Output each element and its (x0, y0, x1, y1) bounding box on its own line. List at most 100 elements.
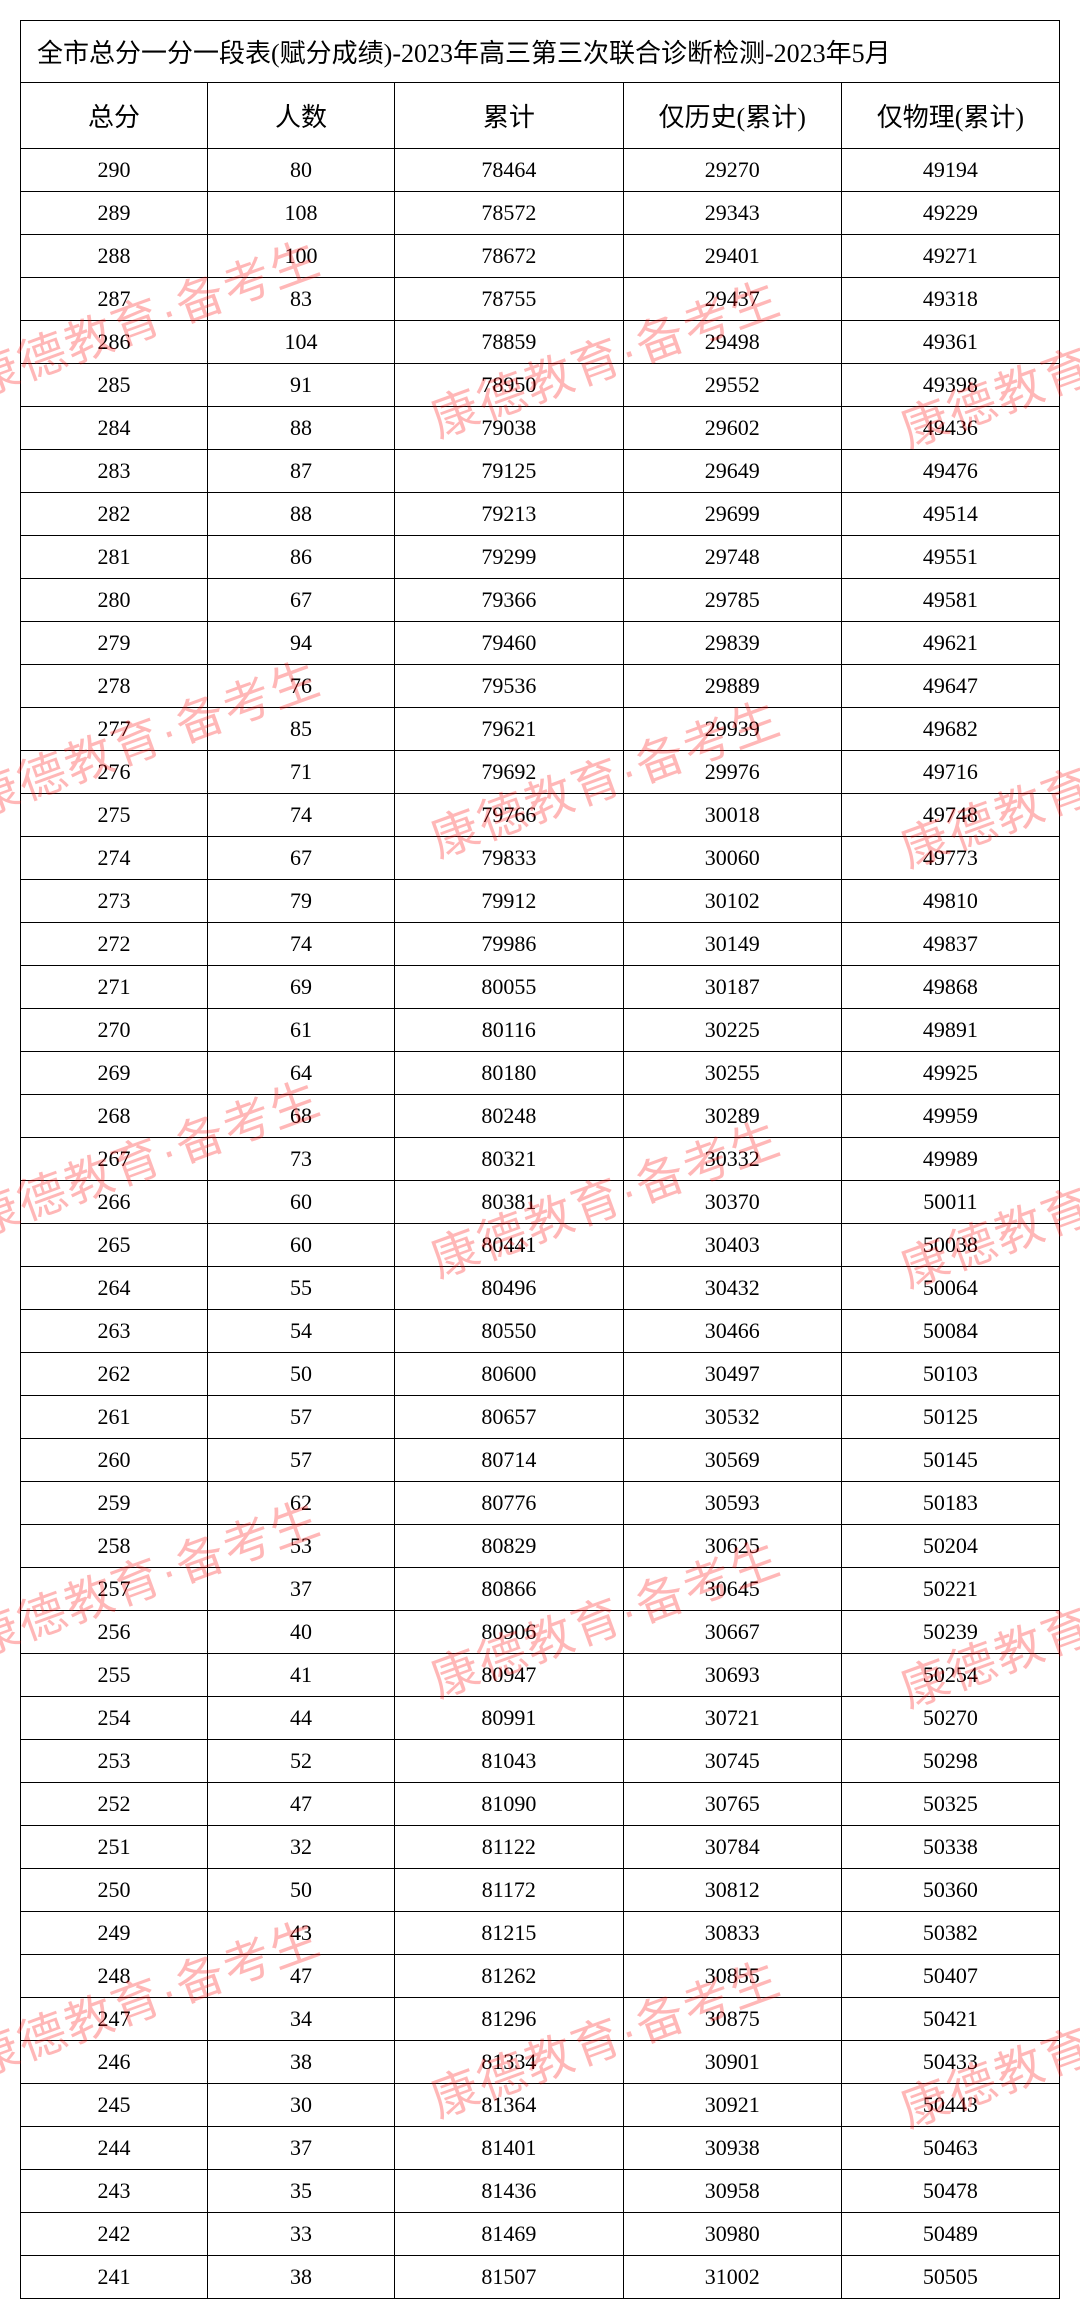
table-title: 全市总分一分一段表(赋分成绩)-2023年高三第三次联合诊断检测-2023年5月 (21, 21, 1060, 83)
table-cell: 30901 (623, 2041, 841, 2084)
table-cell: 91 (208, 364, 395, 407)
table-cell: 258 (21, 1525, 208, 1568)
table-cell: 265 (21, 1224, 208, 1267)
table-cell: 49716 (841, 751, 1059, 794)
table-cell: 283 (21, 450, 208, 493)
table-cell: 257 (21, 1568, 208, 1611)
table-cell: 81172 (395, 1869, 624, 1912)
table-cell: 30370 (623, 1181, 841, 1224)
table-cell: 49748 (841, 794, 1059, 837)
table-cell: 271 (21, 966, 208, 1009)
table-cell: 29270 (623, 149, 841, 192)
table-cell: 29437 (623, 278, 841, 321)
table-cell: 81090 (395, 1783, 624, 1826)
table-cell: 81043 (395, 1740, 624, 1783)
table-cell: 289 (21, 192, 208, 235)
table-cell: 290 (21, 149, 208, 192)
table-cell: 244 (21, 2127, 208, 2170)
table-row: 27994794602983949621 (21, 622, 1060, 665)
table-cell: 30980 (623, 2213, 841, 2256)
table-cell: 80116 (395, 1009, 624, 1052)
table-row: 26455804963043250064 (21, 1267, 1060, 1310)
table-cell: 80055 (395, 966, 624, 1009)
table-cell: 50 (208, 1869, 395, 1912)
table-cell: 50421 (841, 1998, 1059, 2041)
table-cell: 47 (208, 1783, 395, 1826)
table-row: 24638813343090150433 (21, 2041, 1060, 2084)
table-cell: 30745 (623, 1740, 841, 1783)
table-cell: 57 (208, 1439, 395, 1482)
table-row: 27785796212993949682 (21, 708, 1060, 751)
table-cell: 71 (208, 751, 395, 794)
table-cell: 29785 (623, 579, 841, 622)
table-cell: 60 (208, 1224, 395, 1267)
table-cell: 275 (21, 794, 208, 837)
table-cell: 29498 (623, 321, 841, 364)
table-cell: 30466 (623, 1310, 841, 1353)
table-cell: 81401 (395, 2127, 624, 2170)
table-cell: 30938 (623, 2127, 841, 2170)
table-row: 27274799863014949837 (21, 923, 1060, 966)
table-cell: 81122 (395, 1826, 624, 1869)
table-cell: 251 (21, 1826, 208, 1869)
table-cell: 88 (208, 407, 395, 450)
table-row: 24335814363095850478 (21, 2170, 1060, 2213)
table-cell: 30693 (623, 1654, 841, 1697)
table-cell: 79621 (395, 708, 624, 751)
table-cell: 288 (21, 235, 208, 278)
table-cell: 52 (208, 1740, 395, 1783)
table-cell: 78950 (395, 364, 624, 407)
table-cell: 80714 (395, 1439, 624, 1482)
table-row: 27061801163022549891 (21, 1009, 1060, 1052)
table-row: 28387791252964949476 (21, 450, 1060, 493)
table-cell: 287 (21, 278, 208, 321)
table-cell: 81262 (395, 1955, 624, 1998)
table-cell: 247 (21, 1998, 208, 2041)
table-cell: 243 (21, 2170, 208, 2213)
table-cell: 81507 (395, 2256, 624, 2299)
table-cell: 30833 (623, 1912, 841, 1955)
table-row: 24233814693098050489 (21, 2213, 1060, 2256)
table-cell: 30532 (623, 1396, 841, 1439)
table-cell: 30812 (623, 1869, 841, 1912)
table-wrapper: 康德教育·备考生康德教育·备考生康德教育·备考生康德教育·备考生康德教育·备考生… (20, 20, 1060, 2299)
table-row: 24437814013093850463 (21, 2127, 1060, 2170)
table-cell: 67 (208, 837, 395, 880)
table-cell: 79366 (395, 579, 624, 622)
table-cell: 50463 (841, 2127, 1059, 2170)
table-cell: 279 (21, 622, 208, 665)
table-cell: 78859 (395, 321, 624, 364)
table-cell: 274 (21, 837, 208, 880)
table-cell: 60 (208, 1181, 395, 1224)
table-cell: 49551 (841, 536, 1059, 579)
table-cell: 30432 (623, 1267, 841, 1310)
table-cell: 74 (208, 794, 395, 837)
column-header-3: 仅历史(累计) (623, 83, 841, 149)
table-cell: 30255 (623, 1052, 841, 1095)
table-row: 28783787552943749318 (21, 278, 1060, 321)
title-row: 全市总分一分一段表(赋分成绩)-2023年高三第三次联合诊断检测-2023年5月 (21, 21, 1060, 83)
table-cell: 261 (21, 1396, 208, 1439)
table-cell: 79 (208, 880, 395, 923)
table-cell: 29889 (623, 665, 841, 708)
table-cell: 30667 (623, 1611, 841, 1654)
table-cell: 79692 (395, 751, 624, 794)
table-row: 26660803813037050011 (21, 1181, 1060, 1224)
table-cell: 50221 (841, 1568, 1059, 1611)
table-row: 289108785722934349229 (21, 192, 1060, 235)
table-cell: 50382 (841, 1912, 1059, 1955)
table-cell: 83 (208, 278, 395, 321)
column-header-1: 人数 (208, 83, 395, 149)
table-cell: 30 (208, 2084, 395, 2127)
table-cell: 30875 (623, 1998, 841, 2041)
table-cell: 80381 (395, 1181, 624, 1224)
table-cell: 37 (208, 1568, 395, 1611)
table-cell: 30497 (623, 1353, 841, 1396)
table-row: 26560804413040350038 (21, 1224, 1060, 1267)
table-cell: 32 (208, 1826, 395, 1869)
table-cell: 49989 (841, 1138, 1059, 1181)
table-row: 24847812623085550407 (21, 1955, 1060, 1998)
table-cell: 49682 (841, 708, 1059, 751)
table-cell: 241 (21, 2256, 208, 2299)
table-cell: 30225 (623, 1009, 841, 1052)
